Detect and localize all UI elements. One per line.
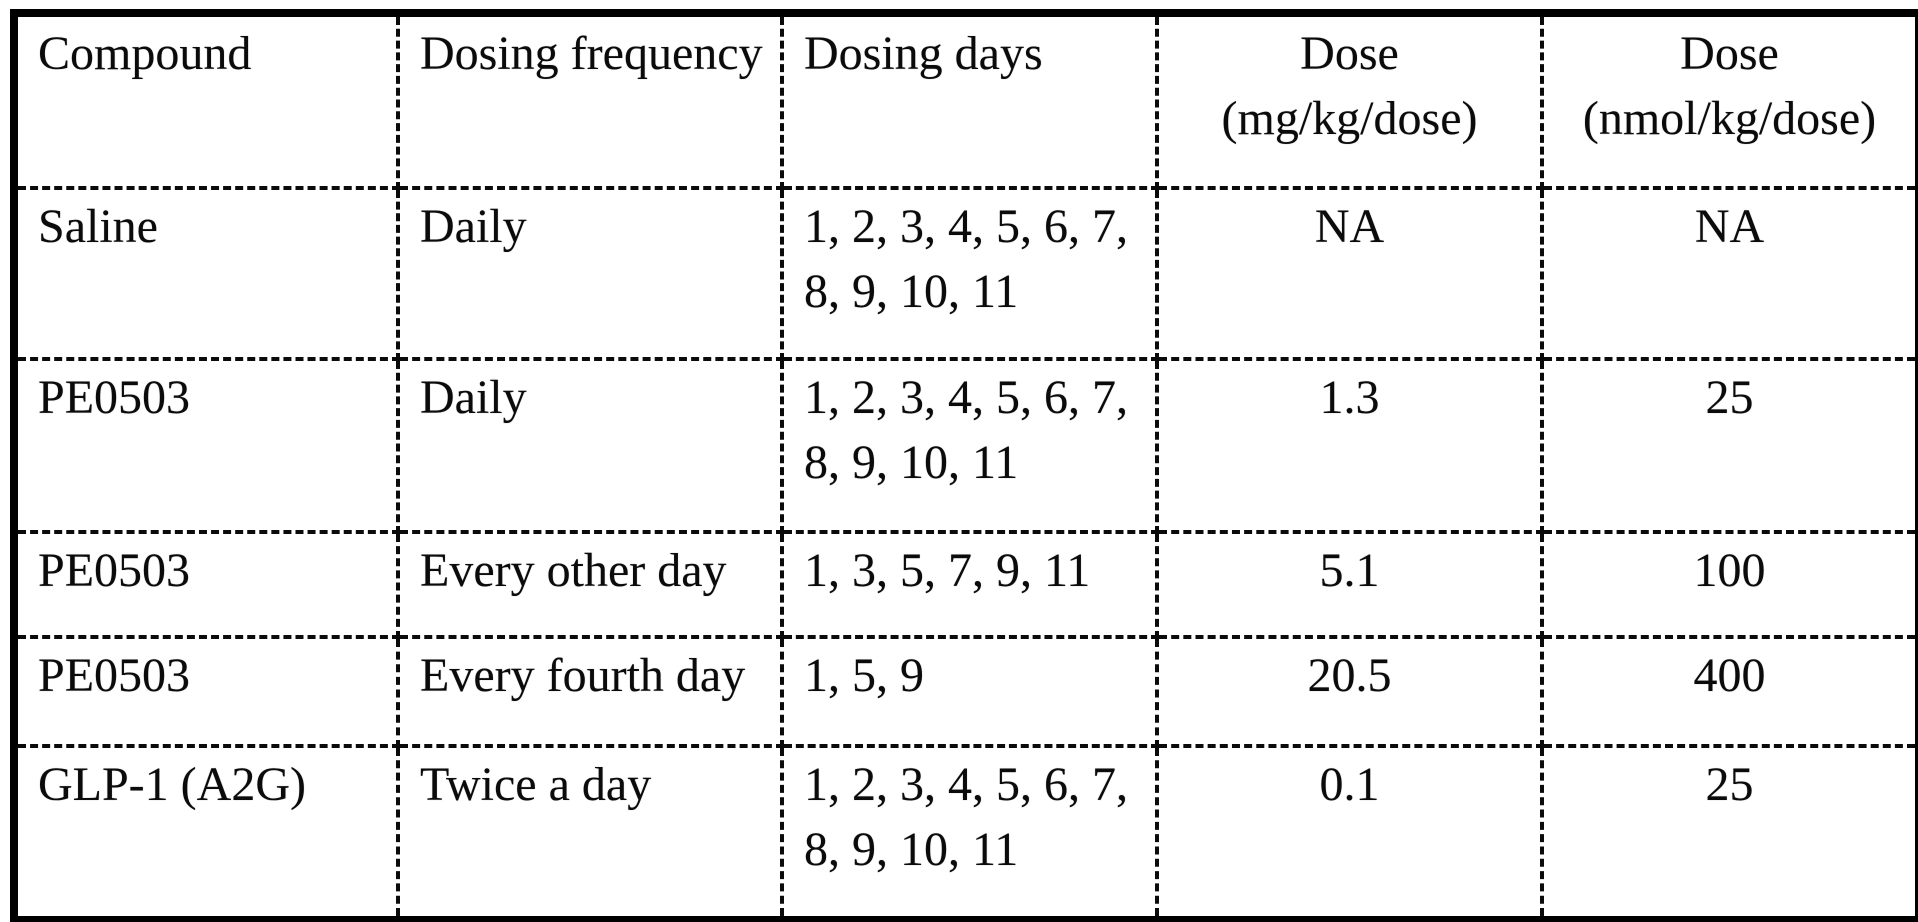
- table-cell-compound: PE0503: [10, 357, 400, 534]
- table-cell-compound: Saline: [10, 186, 400, 361]
- table-cell-dose-mg: NA: [1155, 186, 1544, 361]
- table-cell-dose-nmol: NA: [1540, 186, 1918, 361]
- table-cell-dose-nmol: 25: [1540, 357, 1918, 534]
- table-cell-dose-mg: 1.3: [1155, 357, 1544, 534]
- table-header-row: Compound Dosing frequency Dosing days Do…: [10, 9, 1918, 190]
- header-cell-dose-mg: Dose (mg/kg/dose): [1155, 9, 1544, 190]
- table-cell-frequency: Twice a day: [396, 744, 784, 922]
- table-cell-compound: PE0503: [10, 530, 400, 639]
- table-row: Saline Daily 1, 2, 3, 4, 5, 6, 7, 8, 9, …: [10, 186, 1918, 361]
- table-cell-days: 1, 2, 3, 4, 5, 6, 7, 8, 9, 10, 11: [780, 186, 1159, 361]
- table-cell-compound: GLP-1 (A2G): [10, 744, 400, 922]
- header-cell-dose-nmol: Dose (nmol/kg/dose): [1540, 9, 1918, 190]
- table-cell-dose-mg: 5.1: [1155, 530, 1544, 639]
- table-row: PE0503 Daily 1, 2, 3, 4, 5, 6, 7, 8, 9, …: [10, 357, 1918, 534]
- table-cell-frequency: Daily: [396, 186, 784, 361]
- table-cell-frequency: Daily: [396, 357, 784, 534]
- table-cell-days: 1, 5, 9: [780, 635, 1159, 748]
- table-cell-days: 1, 2, 3, 4, 5, 6, 7, 8, 9, 10, 11: [780, 357, 1159, 534]
- header-cell-compound: Compound: [10, 9, 400, 190]
- header-cell-dosing-frequency: Dosing frequency: [396, 9, 784, 190]
- table-cell-frequency: Every fourth day: [396, 635, 784, 748]
- table-cell-days: 1, 2, 3, 4, 5, 6, 7, 8, 9, 10, 11: [780, 744, 1159, 922]
- dosing-schedule-table: Compound Dosing frequency Dosing days Do…: [10, 9, 1918, 922]
- table-row: PE0503 Every fourth day 1, 5, 9 20.5 400: [10, 635, 1918, 748]
- table-row: GLP-1 (A2G) Twice a day 1, 2, 3, 4, 5, 6…: [10, 744, 1918, 922]
- table-cell-frequency: Every other day: [396, 530, 784, 639]
- table-cell-dose-nmol: 25: [1540, 744, 1918, 922]
- header-cell-dosing-days: Dosing days: [780, 9, 1159, 190]
- table-cell-dose-mg: 20.5: [1155, 635, 1544, 748]
- table-cell-dose-nmol: 100: [1540, 530, 1918, 639]
- table-cell-dose-mg: 0.1: [1155, 744, 1544, 922]
- table-row: PE0503 Every other day 1, 3, 5, 7, 9, 11…: [10, 530, 1918, 639]
- table-cell-compound: PE0503: [10, 635, 400, 748]
- table-cell-days: 1, 3, 5, 7, 9, 11: [780, 530, 1159, 639]
- table-cell-dose-nmol: 400: [1540, 635, 1918, 748]
